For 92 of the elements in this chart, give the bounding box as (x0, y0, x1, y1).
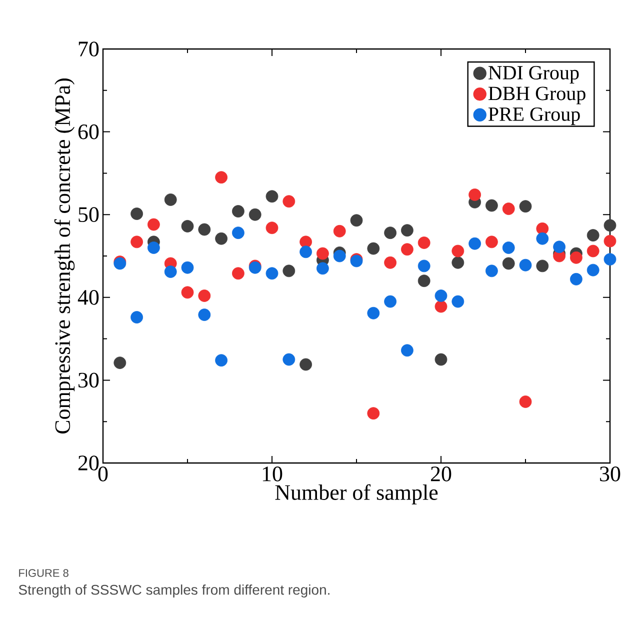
point (148, 218, 160, 231)
point (468, 188, 481, 201)
y-tick-label: 40 (78, 290, 99, 305)
point (148, 242, 160, 254)
point (215, 232, 228, 245)
point (604, 253, 616, 266)
y-tick-label: 20 (78, 456, 99, 470)
point (266, 190, 278, 203)
point (434, 353, 448, 366)
point (130, 236, 143, 248)
point (333, 250, 346, 262)
point (519, 200, 532, 213)
point (384, 226, 396, 240)
y-axis-title: Compressive strength of concrete (MPa) (54, 78, 75, 434)
y-tick-label: 70 (78, 42, 99, 56)
point (181, 261, 194, 274)
point (367, 306, 380, 320)
point (502, 242, 515, 254)
text: Strength of SSSWC samples from different region. (18, 584, 330, 598)
point (232, 226, 244, 240)
y-tick-label: 60 (78, 124, 99, 140)
point (502, 202, 515, 216)
point (586, 264, 600, 276)
point (316, 262, 329, 275)
point (130, 311, 143, 324)
point (401, 224, 414, 237)
point (181, 220, 194, 232)
point (452, 295, 464, 308)
point (418, 274, 430, 288)
legend-label: NDI Group (488, 66, 579, 84)
point (401, 344, 414, 357)
point (452, 256, 464, 269)
point (248, 208, 262, 221)
point (266, 222, 278, 234)
point (536, 222, 549, 235)
x-tick-label: 0 (98, 466, 108, 482)
point (215, 354, 228, 367)
point (215, 171, 228, 184)
point (282, 195, 296, 208)
point (519, 258, 532, 272)
y-tick-label: 50 (78, 207, 99, 222)
point (384, 295, 396, 308)
x-tick-label: 10 (262, 466, 282, 482)
point (434, 290, 448, 302)
point (418, 260, 430, 272)
point (604, 234, 616, 248)
point (452, 244, 464, 258)
point (114, 356, 126, 370)
point (570, 251, 582, 264)
point (418, 236, 430, 249)
point (232, 267, 244, 280)
point (519, 396, 532, 408)
x-tick-label: 20 (430, 466, 452, 482)
point (198, 290, 211, 302)
legend-label: PRE Group (488, 108, 580, 125)
point (333, 224, 346, 238)
point (316, 247, 329, 260)
point (536, 260, 549, 272)
point (282, 264, 296, 278)
point (434, 300, 448, 313)
point (384, 256, 396, 269)
point (181, 286, 194, 299)
point (232, 205, 244, 218)
point (401, 243, 414, 256)
point (300, 246, 312, 258)
point (367, 407, 380, 420)
point (502, 257, 515, 270)
legend-label: DBH Group (488, 86, 586, 104)
point (586, 244, 600, 258)
point (198, 223, 211, 236)
point (300, 358, 312, 371)
point (266, 267, 278, 280)
point (468, 237, 481, 250)
point (570, 272, 582, 286)
y-tick-label: 30 (78, 372, 99, 388)
point (604, 219, 616, 232)
caption: FIGURE 8 (19, 569, 68, 577)
point (486, 199, 498, 212)
x-tick-label: 30 (600, 466, 620, 482)
point (282, 353, 296, 366)
point (350, 214, 363, 227)
point (536, 232, 549, 245)
point (586, 229, 600, 242)
point (486, 236, 498, 248)
point (164, 193, 177, 206)
point (486, 264, 498, 278)
point (553, 240, 566, 254)
x-axis-title: Number of sample (275, 484, 438, 504)
point (198, 308, 211, 321)
point (367, 242, 380, 255)
point (130, 208, 143, 220)
point (164, 266, 177, 278)
